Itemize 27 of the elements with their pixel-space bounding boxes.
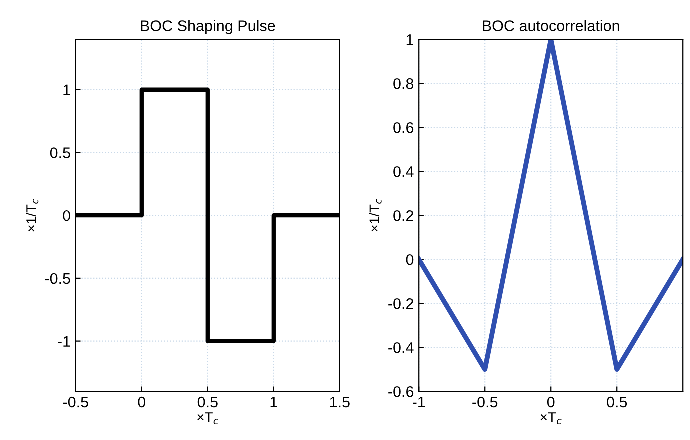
x-tick-label: 0.5 — [607, 396, 628, 408]
y-axis-title: ×1/T$_{c}$ — [26, 199, 39, 232]
x-tick-label: 0 — [138, 396, 146, 408]
y-tick-label: -0.5 — [45, 273, 70, 284]
chart-title: BOC autocorrelation — [483, 20, 620, 32]
y-tick-label: -0.4 — [388, 342, 414, 354]
x-tick-label: 0.5 — [198, 396, 218, 408]
x-tick-label: 0 — [547, 396, 555, 408]
x-axis-title: ×T$_{c}$ — [198, 412, 219, 425]
y-tick-label: 0.4 — [394, 166, 414, 178]
y-tick-label: -0.2 — [388, 298, 414, 310]
y-tick-label: 0.6 — [394, 122, 414, 134]
y-tick-label: 0.2 — [394, 210, 414, 222]
y-tick-label: 1 — [406, 34, 414, 46]
x-tick-label: 1.5 — [330, 397, 350, 408]
y-tick-label: 0 — [406, 254, 414, 266]
y-tick-label: 1 — [64, 84, 70, 96]
x-tick-label: 1 — [270, 397, 278, 408]
y-tick-label: -0.6 — [388, 386, 414, 398]
y-tick-label: 0 — [63, 210, 70, 222]
y-tick-label: -1 — [58, 336, 70, 347]
x-axis-title: ×T$_{c}$ — [540, 412, 562, 425]
y-tick-label: 0.8 — [394, 78, 414, 90]
chart-title: BOC Shaping Pulse — [141, 20, 276, 34]
x-tick-label: -0.5 — [472, 396, 498, 408]
y-tick-label: 0.5 — [50, 148, 70, 158]
y-axis-title: ×1/T$_{c}$ — [369, 199, 382, 232]
